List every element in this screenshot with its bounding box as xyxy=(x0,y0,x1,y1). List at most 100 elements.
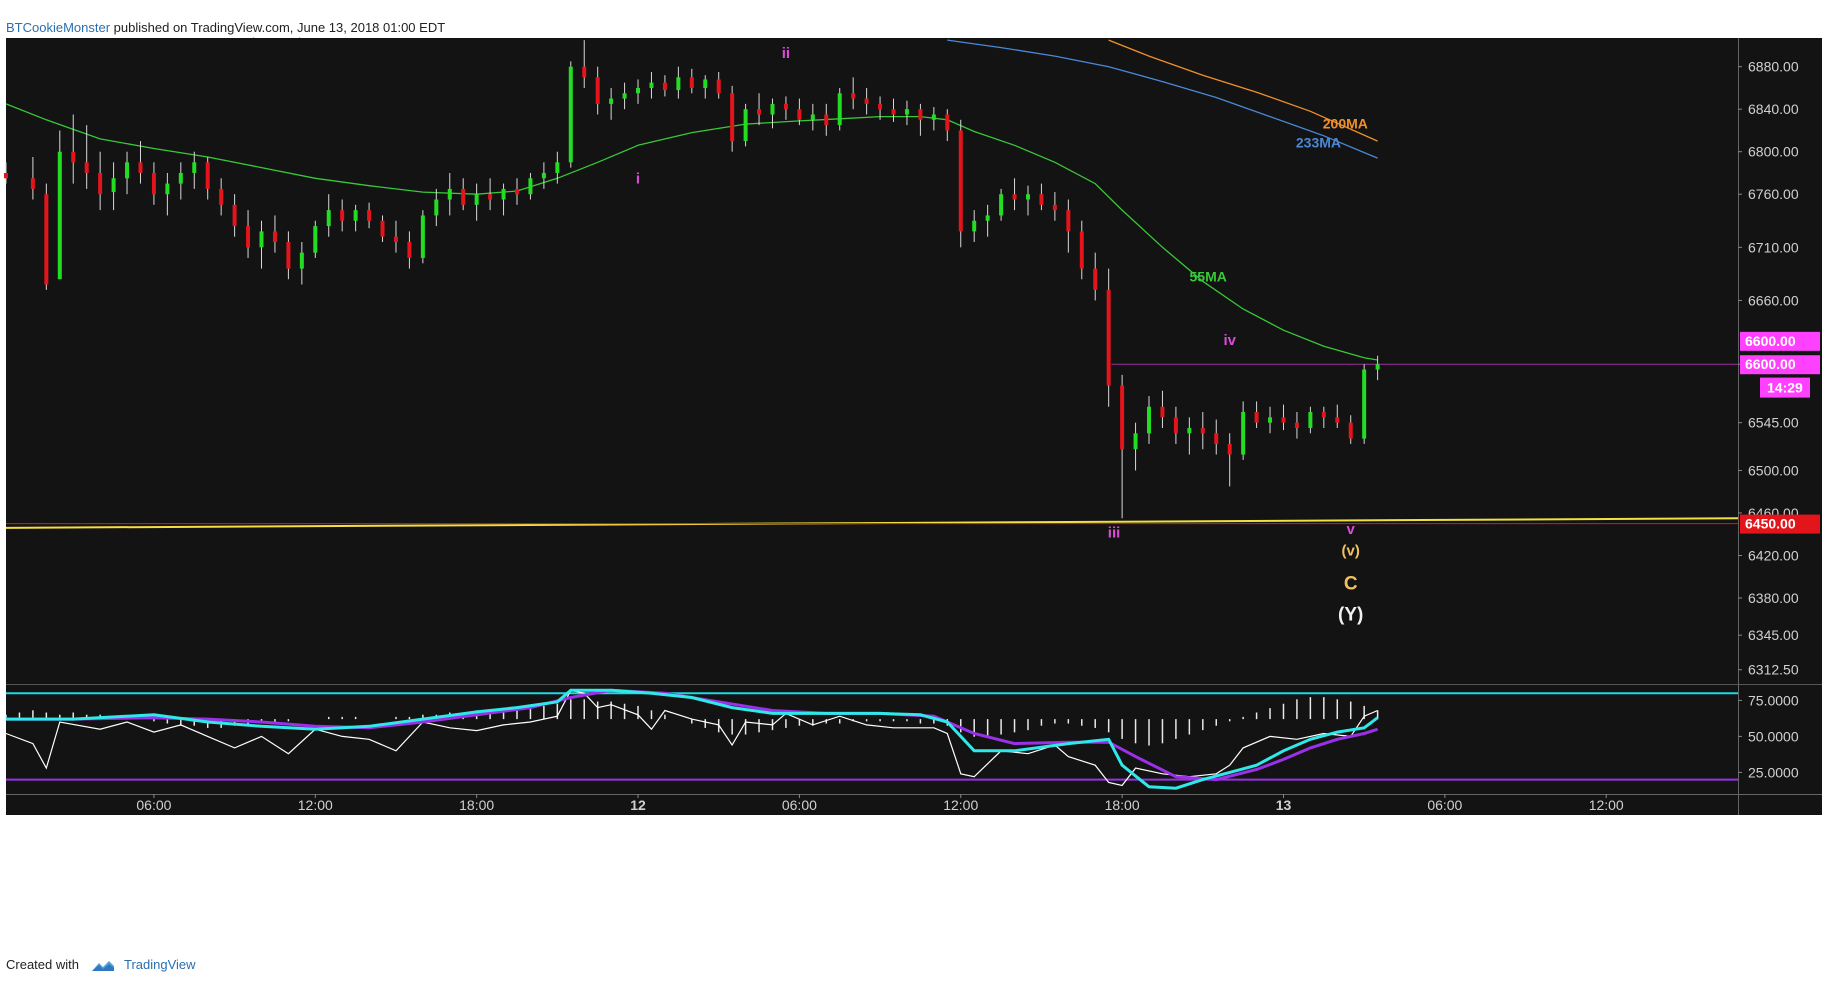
time-tick-label: 06:00 xyxy=(136,797,171,813)
candle-body xyxy=(488,194,493,200)
candle-body xyxy=(810,114,815,120)
footer: Created with TradingView xyxy=(6,957,196,973)
candle-body xyxy=(286,242,291,269)
candle-body xyxy=(945,114,950,131)
tradingview-brand-link[interactable]: TradingView xyxy=(124,957,196,972)
author-link[interactable]: BTCookieMonster xyxy=(6,20,111,35)
candle-body xyxy=(326,210,331,227)
candle-body xyxy=(1093,268,1098,290)
candle-body xyxy=(151,172,156,195)
time-tick-label: 12:00 xyxy=(298,797,333,813)
candle-body xyxy=(931,114,936,120)
price-tick-label: 6345.00 xyxy=(1748,627,1799,643)
candle-body xyxy=(864,98,869,104)
candle-body xyxy=(1052,204,1057,211)
price-tick-label: 6710.00 xyxy=(1748,239,1799,255)
candle-body xyxy=(1200,427,1205,434)
candle-body xyxy=(192,162,197,173)
candle-body xyxy=(434,199,439,216)
price-tick-label: 6420.00 xyxy=(1748,547,1799,563)
candle-body xyxy=(1147,406,1152,434)
candle-body xyxy=(716,79,721,94)
candle-body xyxy=(44,194,49,285)
candle-body xyxy=(1025,194,1030,200)
candle-body xyxy=(71,151,76,163)
candle-body xyxy=(568,66,573,163)
candle-body xyxy=(837,93,842,126)
candle-body xyxy=(407,242,412,258)
candle-body xyxy=(622,93,627,99)
candle-body xyxy=(165,183,170,195)
time-tick-label: 18:00 xyxy=(459,797,494,813)
time-tick-label: 06:00 xyxy=(1427,797,1462,813)
ma-label-200ma: 200MA xyxy=(1323,115,1368,131)
candle-body xyxy=(1079,231,1084,269)
candle-body xyxy=(367,210,372,221)
candle-body xyxy=(851,93,856,99)
candle-body xyxy=(891,109,896,115)
price-tick-label: 6312.50 xyxy=(1748,662,1799,678)
candle-body xyxy=(1120,385,1125,450)
candle-body xyxy=(757,109,762,115)
indicator-tick-label: 25.0000 xyxy=(1748,764,1799,780)
candle-body xyxy=(461,188,466,205)
ma-label-233ma: 233MA xyxy=(1296,134,1341,150)
candle-body xyxy=(541,172,546,179)
candle-body xyxy=(340,210,345,221)
candle-body xyxy=(676,77,681,91)
candle-body xyxy=(57,151,62,280)
wave-label: (Y) xyxy=(1338,604,1363,625)
candle-body xyxy=(1335,417,1340,423)
candle-body xyxy=(313,226,318,253)
price-tag-label: 6450.00 xyxy=(1745,516,1796,532)
published-text: published on TradingView.com, June 13, 2… xyxy=(113,20,446,35)
time-tick-label: 06:00 xyxy=(782,797,817,813)
candle-body xyxy=(501,188,506,200)
candle-body xyxy=(447,188,452,200)
candle-body xyxy=(4,172,8,179)
candle-body xyxy=(111,178,116,193)
candle-body xyxy=(703,79,708,88)
plot-background xyxy=(6,38,1822,815)
time-tick-label: 13 xyxy=(1276,797,1292,813)
ma-label-55ma: 55MA xyxy=(1190,268,1227,284)
candle-body xyxy=(555,162,560,173)
price-tick-label: 6380.00 xyxy=(1748,590,1799,606)
stoch-k-line xyxy=(6,688,1379,790)
time-tick-label: 12 xyxy=(630,797,646,813)
candle-body xyxy=(205,162,210,189)
price-tick-label: 6760.00 xyxy=(1748,186,1799,202)
price-tick-label: 6500.00 xyxy=(1748,462,1799,478)
candle-body xyxy=(595,77,600,104)
price-tick-label: 6800.00 xyxy=(1748,144,1799,160)
candle-body xyxy=(689,77,694,88)
wave-label: iv xyxy=(1223,332,1236,349)
rsi-line xyxy=(5,689,1378,787)
wave-label: iii xyxy=(1108,524,1121,541)
candle-body xyxy=(30,178,35,189)
candle-body xyxy=(474,194,479,205)
wave-label: v xyxy=(1347,521,1356,538)
created-with-text: Created with xyxy=(6,957,79,972)
candle-body xyxy=(1106,289,1111,386)
time-tick-label: 18:00 xyxy=(1105,797,1140,813)
candle-body xyxy=(380,220,385,237)
candle-body xyxy=(985,215,990,221)
candle-body xyxy=(98,172,103,195)
candle-body xyxy=(609,98,614,104)
candle-body xyxy=(918,109,923,120)
candle-body xyxy=(528,178,533,195)
candle-body xyxy=(219,188,224,205)
wave-label: ii xyxy=(782,45,790,62)
countdown-tag xyxy=(1760,377,1810,398)
price-tick-label: 6840.00 xyxy=(1748,101,1799,117)
candle-body xyxy=(232,204,237,227)
candle-body xyxy=(730,93,735,142)
candle-body xyxy=(178,172,183,184)
trendline-yellow xyxy=(5,517,1739,529)
candle-body xyxy=(783,103,788,110)
price-tick-label: 6545.00 xyxy=(1748,415,1799,431)
candle-body xyxy=(353,210,358,221)
